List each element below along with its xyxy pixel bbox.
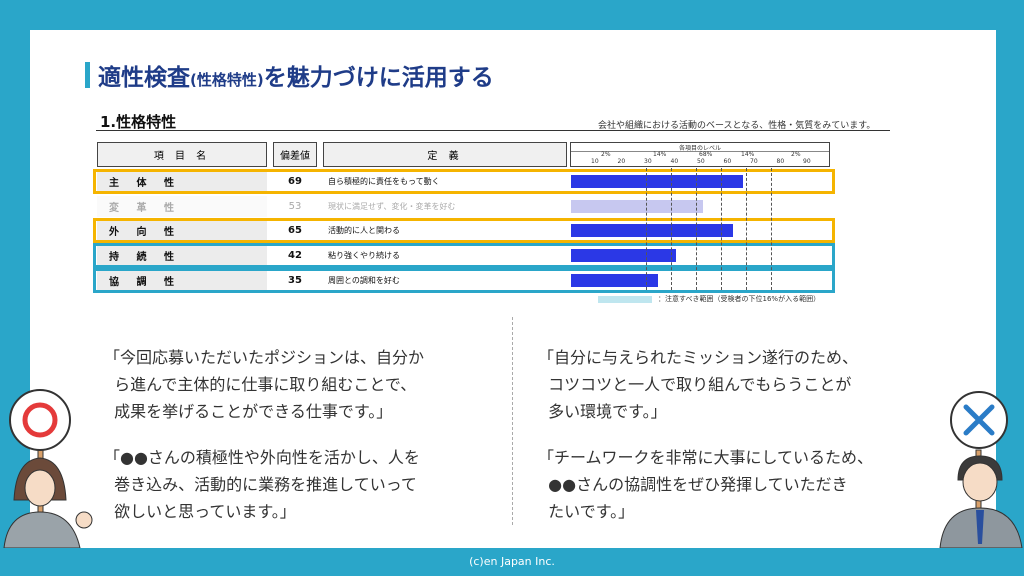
scale-tick: 90 bbox=[803, 158, 811, 165]
header-value: 偏差値 bbox=[273, 142, 317, 167]
scale-gridline bbox=[771, 168, 772, 290]
score-bar bbox=[571, 249, 676, 262]
row-value: 35 bbox=[288, 275, 302, 286]
scale-tick: 80 bbox=[776, 158, 785, 165]
scale-tick: 60 bbox=[723, 158, 732, 165]
row-definition: 自ら積極的に責任をもって動く bbox=[328, 177, 440, 186]
score-bar bbox=[571, 200, 703, 213]
row-name: 主 体 性 bbox=[97, 171, 267, 192]
row-value: 69 bbox=[288, 176, 302, 187]
row-highlight bbox=[93, 218, 835, 243]
row-highlight bbox=[93, 169, 835, 194]
page-title: 適性検査(性格特性)を魅力づけに活用する bbox=[98, 65, 494, 91]
section-underline bbox=[96, 130, 890, 131]
row-definition: 粘り強くやり続ける bbox=[328, 251, 400, 260]
scale-gridline bbox=[721, 168, 722, 290]
scale-tick: 70 bbox=[750, 158, 758, 165]
scale-header: 各項目のレベル 2% 14% 68% 14% 2% 10 20 30 40 50 60 70 80 90 bbox=[570, 142, 830, 167]
scale-tick: 20 bbox=[617, 158, 626, 165]
row-definition: 活動的に人と関わる bbox=[328, 226, 400, 235]
legend-text: ：注意すべき範囲（受検者の下位16%が入る範囲） bbox=[658, 295, 821, 303]
scale-percent: 14% bbox=[653, 151, 667, 158]
scale-tick: 30 bbox=[644, 158, 652, 165]
header-name: 項 目 名 bbox=[97, 142, 267, 167]
score-bar bbox=[571, 175, 743, 188]
row-name: 変 革 性 bbox=[97, 196, 267, 217]
row-value: 42 bbox=[288, 250, 302, 261]
section-title: 1.性格特性 bbox=[100, 113, 177, 131]
scale-tick: 10 bbox=[591, 158, 599, 165]
row-highlight bbox=[93, 268, 835, 293]
circle-sign-icon bbox=[9, 389, 71, 451]
scale-percent: 2% bbox=[791, 151, 801, 158]
section-note: 会社や組織における活動のベースとなる、性格・気質をみています。 bbox=[598, 121, 876, 131]
scale-gridline bbox=[746, 168, 747, 290]
quote-divider bbox=[512, 317, 513, 525]
row-value: 65 bbox=[288, 225, 302, 236]
footer-copyright: (c)en Japan Inc. bbox=[469, 555, 555, 568]
score-bar bbox=[571, 224, 733, 237]
scale-gridline bbox=[646, 168, 647, 290]
scale-tick: 40 bbox=[670, 158, 679, 165]
scale-tick: 50 bbox=[697, 158, 705, 165]
left-quote-2: 「●●さんの積極性や外向性を活かし、人を 巻き込み、活動的に業務を推進していって… bbox=[104, 448, 420, 521]
row-definition: 周囲との調和を好む bbox=[328, 276, 400, 285]
man-illustration bbox=[939, 391, 1023, 548]
scale-gridline bbox=[696, 168, 697, 290]
scale-percent: 68% bbox=[699, 151, 713, 158]
scale-percent: 2% bbox=[601, 151, 611, 158]
score-bar bbox=[571, 274, 658, 287]
right-quote-1: 「自分に与えられたミッション遂行のため、 コツコツと一人で取り組んでもらうことが… bbox=[538, 348, 859, 421]
woman-illustration bbox=[3, 389, 93, 548]
legend-swatch bbox=[598, 296, 652, 303]
row-name: 外 向 性 bbox=[97, 220, 267, 241]
scale-title: 各項目のレベル bbox=[571, 143, 829, 152]
row-value: 53 bbox=[288, 201, 302, 212]
row-highlight bbox=[93, 243, 835, 268]
scale-percent: 14% bbox=[741, 151, 755, 158]
title-accent-bar bbox=[85, 62, 90, 88]
scale-gridline bbox=[671, 168, 672, 290]
header-definition: 定 義 bbox=[323, 142, 567, 167]
left-quote-1: 「今回応募いただいたポジションは、自分か ら進んで主体的に仕事に取り組むことで、… bbox=[104, 348, 425, 421]
row-definition: 現状に満足せず、変化・変革を好む bbox=[328, 202, 456, 211]
right-quote-2: 「チームワークを非常に大事にしているため、 ●●さんの協調性をぜひ発揮していただ… bbox=[538, 448, 874, 521]
row-name: 協 調 性 bbox=[97, 270, 267, 291]
row-name: 持 続 性 bbox=[97, 245, 267, 266]
